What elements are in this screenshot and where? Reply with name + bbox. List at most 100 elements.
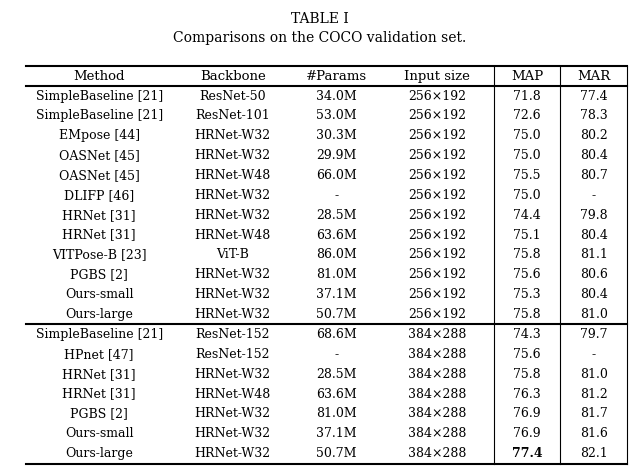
Text: HRNet [31]: HRNet [31] xyxy=(62,209,136,222)
Text: 384×288: 384×288 xyxy=(408,427,466,440)
Text: 81.2: 81.2 xyxy=(580,387,607,401)
Text: 75.6: 75.6 xyxy=(513,348,541,361)
Text: 75.6: 75.6 xyxy=(513,268,541,281)
Text: ViT-B: ViT-B xyxy=(216,248,249,262)
Text: 50.7M: 50.7M xyxy=(316,447,356,460)
Text: 63.6M: 63.6M xyxy=(316,228,357,242)
Text: HRNet-W32: HRNet-W32 xyxy=(195,308,271,321)
Text: HRNet-W32: HRNet-W32 xyxy=(195,368,271,381)
Text: 256×192: 256×192 xyxy=(408,189,466,202)
Text: 28.5M: 28.5M xyxy=(316,368,356,381)
Text: 71.8: 71.8 xyxy=(513,89,541,103)
Text: 81.6: 81.6 xyxy=(580,427,608,440)
Text: HRNet-W48: HRNet-W48 xyxy=(195,387,271,401)
Text: HRNet-W32: HRNet-W32 xyxy=(195,209,271,222)
Text: 76.9: 76.9 xyxy=(513,427,541,440)
Text: 66.0M: 66.0M xyxy=(316,169,357,182)
Text: 86.0M: 86.0M xyxy=(316,248,357,262)
Text: Backbone: Backbone xyxy=(200,70,266,83)
Text: 63.6M: 63.6M xyxy=(316,387,357,401)
Text: OASNet [45]: OASNet [45] xyxy=(59,149,140,162)
Text: 256×192: 256×192 xyxy=(408,129,466,142)
Text: SimpleBaseline [21]: SimpleBaseline [21] xyxy=(35,328,163,341)
Text: 37.1M: 37.1M xyxy=(316,427,356,440)
Text: HRNet-W32: HRNet-W32 xyxy=(195,407,271,420)
Text: HRNet-W32: HRNet-W32 xyxy=(195,427,271,440)
Text: HRNet [31]: HRNet [31] xyxy=(62,387,136,401)
Text: 37.1M: 37.1M xyxy=(316,288,356,301)
Text: 80.7: 80.7 xyxy=(580,169,607,182)
Text: 80.6: 80.6 xyxy=(580,268,608,281)
Text: 75.1: 75.1 xyxy=(513,228,541,242)
Text: 75.5: 75.5 xyxy=(513,169,541,182)
Text: 30.3M: 30.3M xyxy=(316,129,357,142)
Text: ResNet-101: ResNet-101 xyxy=(195,109,270,123)
Text: 75.8: 75.8 xyxy=(513,308,541,321)
Text: ResNet-50: ResNet-50 xyxy=(200,89,266,103)
Text: 384×288: 384×288 xyxy=(408,328,466,341)
Text: HRNet-W48: HRNet-W48 xyxy=(195,169,271,182)
Text: 256×192: 256×192 xyxy=(408,149,466,162)
Text: 80.4: 80.4 xyxy=(580,288,608,301)
Text: OASNet [45]: OASNet [45] xyxy=(59,169,140,182)
Text: 256×192: 256×192 xyxy=(408,288,466,301)
Text: 256×192: 256×192 xyxy=(408,248,466,262)
Text: VITPose-B [23]: VITPose-B [23] xyxy=(52,248,147,262)
Text: MAR: MAR xyxy=(577,70,611,83)
Text: EMpose [44]: EMpose [44] xyxy=(59,129,140,142)
Text: Method: Method xyxy=(74,70,125,83)
Text: 76.9: 76.9 xyxy=(513,407,541,420)
Text: 77.4: 77.4 xyxy=(511,447,542,460)
Text: 28.5M: 28.5M xyxy=(316,209,356,222)
Text: DLIFP [46]: DLIFP [46] xyxy=(64,189,134,202)
Text: SimpleBaseline [21]: SimpleBaseline [21] xyxy=(35,109,163,123)
Text: Ours-small: Ours-small xyxy=(65,427,133,440)
Text: 76.3: 76.3 xyxy=(513,387,541,401)
Text: 80.4: 80.4 xyxy=(580,228,608,242)
Text: 82.1: 82.1 xyxy=(580,447,607,460)
Text: 81.0M: 81.0M xyxy=(316,407,357,420)
Text: 81.1: 81.1 xyxy=(580,248,608,262)
Text: 75.0: 75.0 xyxy=(513,129,541,142)
Text: TABLE I: TABLE I xyxy=(291,12,349,26)
Text: 384×288: 384×288 xyxy=(408,348,466,361)
Text: 74.3: 74.3 xyxy=(513,328,541,341)
Text: 68.6M: 68.6M xyxy=(316,328,357,341)
Text: Ours-large: Ours-large xyxy=(65,447,133,460)
Text: PGBS [2]: PGBS [2] xyxy=(70,268,128,281)
Text: -: - xyxy=(334,189,339,202)
Text: HRNet-W32: HRNet-W32 xyxy=(195,189,271,202)
Text: 75.0: 75.0 xyxy=(513,149,541,162)
Text: 256×192: 256×192 xyxy=(408,89,466,103)
Text: HRNet-W32: HRNet-W32 xyxy=(195,288,271,301)
Text: 75.8: 75.8 xyxy=(513,248,541,262)
Text: PGBS [2]: PGBS [2] xyxy=(70,407,128,420)
Text: 80.2: 80.2 xyxy=(580,129,607,142)
Text: 79.7: 79.7 xyxy=(580,328,607,341)
Text: 80.4: 80.4 xyxy=(580,149,608,162)
Text: 256×192: 256×192 xyxy=(408,228,466,242)
Text: #Params: #Params xyxy=(306,70,367,83)
Text: 256×192: 256×192 xyxy=(408,268,466,281)
Text: 384×288: 384×288 xyxy=(408,407,466,420)
Text: HRNet [31]: HRNet [31] xyxy=(62,368,136,381)
Text: 81.7: 81.7 xyxy=(580,407,607,420)
Text: 50.7M: 50.7M xyxy=(316,308,356,321)
Text: -: - xyxy=(592,348,596,361)
Text: 256×192: 256×192 xyxy=(408,169,466,182)
Text: HRNet-W32: HRNet-W32 xyxy=(195,268,271,281)
Text: 79.8: 79.8 xyxy=(580,209,607,222)
Text: ResNet-152: ResNet-152 xyxy=(196,348,270,361)
Text: 81.0M: 81.0M xyxy=(316,268,357,281)
Text: ResNet-152: ResNet-152 xyxy=(196,328,270,341)
Text: 256×192: 256×192 xyxy=(408,209,466,222)
Text: HRNet-W32: HRNet-W32 xyxy=(195,129,271,142)
Text: 53.0M: 53.0M xyxy=(316,109,356,123)
Text: 75.0: 75.0 xyxy=(513,189,541,202)
Text: 81.0: 81.0 xyxy=(580,368,608,381)
Text: 256×192: 256×192 xyxy=(408,308,466,321)
Text: 81.0: 81.0 xyxy=(580,308,608,321)
Text: -: - xyxy=(592,189,596,202)
Text: 384×288: 384×288 xyxy=(408,387,466,401)
Text: HRNet [31]: HRNet [31] xyxy=(62,228,136,242)
